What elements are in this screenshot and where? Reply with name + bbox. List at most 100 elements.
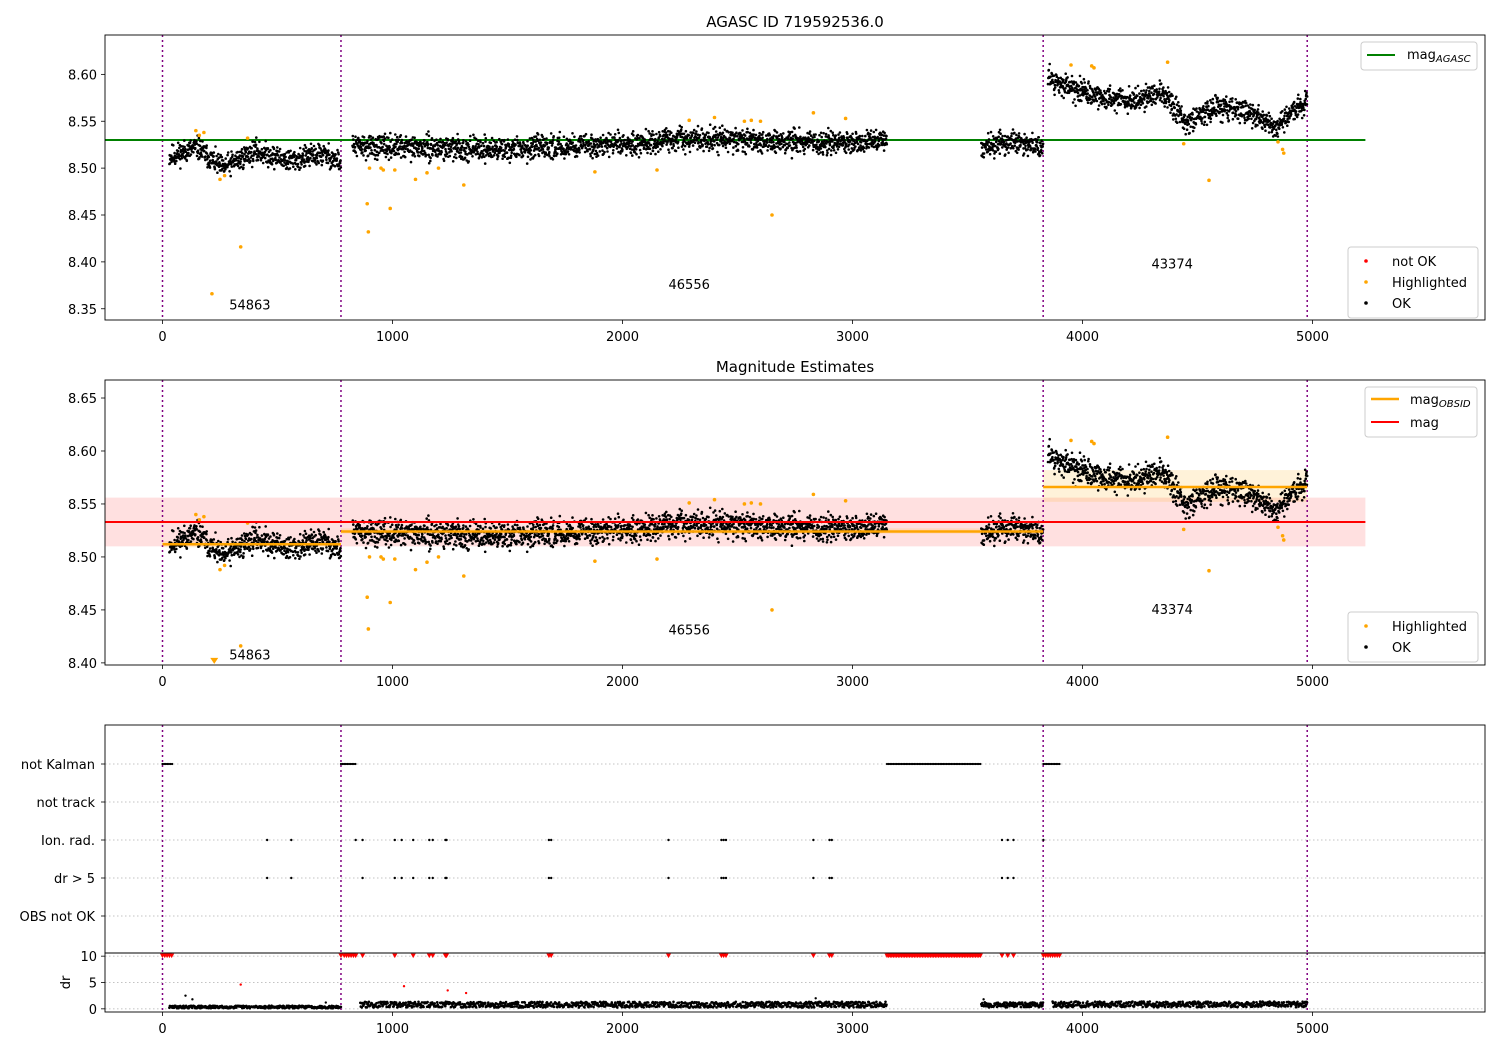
ok-point [214, 145, 217, 148]
ok-point [554, 150, 557, 154]
ok-point [468, 139, 472, 142]
ok-point [286, 160, 290, 163]
ok-point [830, 149, 833, 152]
ok-point [427, 161, 431, 165]
ok-point [1086, 89, 1089, 92]
ok-point [525, 162, 529, 165]
ok-point [533, 153, 537, 157]
ok-point [831, 140, 834, 143]
ok-point [631, 144, 635, 147]
ok-point [1031, 131, 1034, 135]
ok-point [1080, 82, 1084, 85]
ok-point [654, 137, 657, 141]
ok-point [244, 157, 247, 161]
ok-point [632, 134, 635, 137]
ok-point [303, 553, 307, 556]
ok-point [439, 137, 442, 141]
ok-point [749, 141, 753, 144]
ok-point [417, 537, 420, 541]
ok-point [243, 540, 246, 543]
ok-point [238, 166, 241, 170]
ok-point [714, 136, 717, 139]
ok-point [242, 532, 246, 535]
ok-point [390, 138, 394, 141]
ok-point [200, 540, 203, 543]
ok-point [396, 525, 400, 529]
ok-point [299, 555, 302, 558]
ok-point [722, 136, 725, 140]
ok-point [435, 138, 438, 141]
ok-point [239, 545, 243, 548]
ok-point [1174, 117, 1178, 121]
highlighted-point [593, 170, 597, 174]
ok-point [389, 525, 392, 529]
ok-point [291, 162, 295, 165]
ok-point [844, 151, 848, 155]
ok-point [1058, 91, 1061, 94]
ok-point [1205, 123, 1209, 127]
ok-point [872, 130, 876, 134]
ok-point [231, 153, 234, 157]
ok-point [389, 156, 393, 159]
ok-point [241, 538, 244, 542]
ok-point [780, 136, 784, 139]
ok-point [1062, 96, 1065, 100]
ok-point [195, 142, 198, 145]
ok-point [603, 150, 606, 154]
ok-point [337, 152, 340, 156]
ok-point [180, 156, 184, 160]
ok-point [752, 128, 755, 132]
ok-point [309, 142, 313, 146]
ok-point [1297, 93, 1300, 97]
highlighted-point [1181, 141, 1186, 146]
ok-point [526, 139, 529, 143]
ok-point [1186, 119, 1190, 122]
ok-point [537, 154, 541, 158]
ok-point [399, 543, 403, 547]
ok-point [1175, 121, 1179, 124]
ok-point [743, 150, 746, 154]
ok-point [335, 547, 339, 550]
ok-point [615, 147, 619, 150]
ok-point [364, 546, 368, 550]
ok-point [815, 150, 819, 154]
ok-point [242, 146, 246, 149]
ok-point [505, 151, 509, 154]
ok-point [746, 130, 749, 134]
ok-point [997, 135, 1000, 139]
ok-point [1093, 95, 1097, 98]
ok-point [761, 136, 764, 139]
ok-point [1216, 96, 1219, 100]
ok-point [819, 147, 823, 150]
ok-point [429, 544, 432, 547]
ok-point [543, 155, 546, 158]
ok-point [284, 155, 287, 159]
ok-point [197, 136, 201, 140]
ok-point [549, 132, 553, 135]
ok-point [552, 154, 556, 158]
ok-point [528, 137, 532, 140]
ok-point [1016, 140, 1019, 143]
ok-point [418, 542, 421, 545]
ok-point [859, 149, 863, 152]
ok-point [1138, 92, 1141, 95]
ok-point [449, 148, 453, 151]
ok-point [691, 144, 695, 147]
ok-point [500, 142, 504, 146]
ok-point [617, 138, 620, 142]
ok-point [462, 139, 465, 142]
ok-point [287, 151, 291, 154]
ok-point [498, 151, 501, 154]
ok-point [1231, 97, 1234, 100]
ok-point [618, 136, 622, 140]
ok-point [1052, 74, 1056, 77]
ok-point [630, 142, 633, 145]
ok-point [454, 140, 458, 143]
ok-point [441, 140, 445, 143]
ok-point [298, 146, 302, 150]
ok-point [499, 146, 503, 150]
ok-point [613, 133, 617, 136]
ok-point [708, 123, 712, 126]
ok-point [187, 144, 191, 147]
ok-point [270, 163, 274, 166]
